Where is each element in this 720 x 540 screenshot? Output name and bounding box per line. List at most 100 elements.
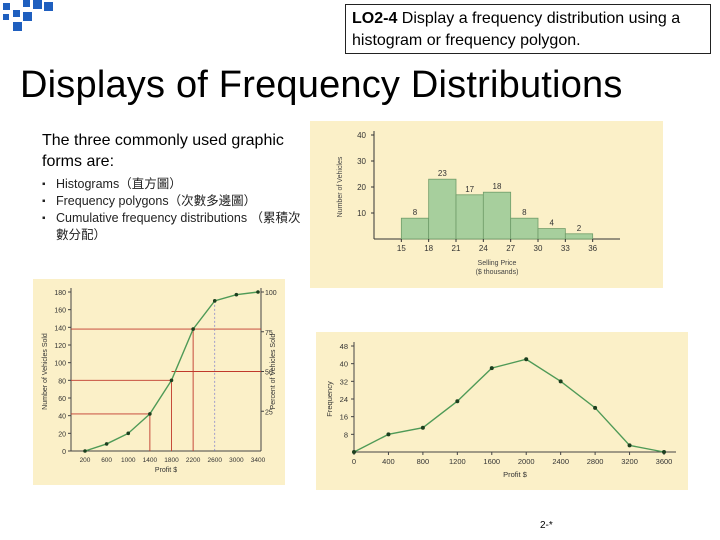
lo-code: LO2-4: [352, 10, 398, 27]
histogram-data-label: 8: [522, 208, 527, 217]
histogram-x-label-line2: ($ thousands): [476, 269, 519, 276]
histogram-data-label: 8: [413, 208, 418, 217]
ogive-x-tick-label: 1000: [121, 457, 136, 464]
polygon-x-tick-label: 400: [382, 457, 395, 466]
polygon-x-tick-label: 3200: [621, 457, 638, 466]
bullet-list: Histograms（直方圖） Frequency polygons（次數多邊圖…: [42, 176, 312, 244]
ogive-y-tick-label: 40: [58, 414, 66, 421]
ogive-y2-tick-label: 75: [265, 330, 273, 337]
polygon-point: [420, 425, 425, 430]
histogram-x-tick-label: 36: [588, 244, 597, 253]
ogive-y2-label: Percent of Vehicles Sold: [270, 333, 277, 409]
polygon-point: [558, 379, 563, 384]
histogram-x-tick-label: 18: [424, 244, 433, 253]
histogram-bar: [564, 233, 594, 240]
polygon-panel: 8 16 24 32 40 48 0 400 800 1200 1600 2000 2400 2800 32…: [316, 332, 688, 490]
polygon-x-tick-label: 800: [417, 457, 430, 466]
histogram-y-tick-label: 20: [357, 183, 366, 192]
polygon-x-tick-label: 2400: [552, 457, 569, 466]
lo-text: Display a frequency distribution using a…: [352, 10, 681, 49]
slide-title: Displays of Frequency Distributions: [20, 64, 623, 106]
histogram-panel: 10 20 30 40 8 23 17 18 8 4 2 15 18 21 24 27 30 33 36 Sellin…: [310, 121, 663, 288]
ogive-y-tick-label: 100: [54, 361, 66, 368]
learning-objective-box: LO2-4 Display a frequency distribution u…: [345, 4, 711, 54]
histogram-bar: [455, 194, 484, 240]
frequency-polygon-chart: 8 16 24 32 40 48 0 400 800 1200 1600 2000 2400 2800 32…: [325, 342, 676, 479]
histogram-bar: [482, 191, 512, 240]
polygon-y-label: Frequency: [325, 381, 334, 417]
ogive-y-tick-label: 120: [54, 343, 66, 350]
histogram-x-tick-label: 24: [479, 244, 488, 253]
histogram-data-label: 2: [577, 224, 582, 233]
histogram-bar: [510, 217, 539, 240]
ogive-y-tick-label: 180: [54, 290, 66, 297]
polygon-y-tick-label: 40: [340, 360, 348, 369]
polygon-y-tick-label: 32: [340, 377, 348, 386]
ogive-x-tick-label: 1400: [143, 457, 158, 464]
ogive-x-tick-label: 3000: [229, 457, 244, 464]
histogram-bar: [428, 178, 457, 240]
ogive-x-tick-label: 200: [80, 457, 91, 464]
polygon-x-tick-label: 2800: [587, 457, 604, 466]
ogive-x-label: Profit $: [155, 467, 177, 474]
ogive-y-tick-label: 140: [54, 325, 66, 332]
histogram-chart: 10 20 30 40 8 23 17 18 8 4 2 15 18 21 24 27 30 33 36 Sellin…: [337, 131, 620, 276]
histogram-data-label: 23: [438, 169, 447, 178]
ogive-x-tick-label: 600: [101, 457, 112, 464]
polygon-y-tick-label: 24: [340, 395, 348, 404]
ogive-point: [191, 327, 195, 331]
histogram-y-label: Number of Vehicles: [337, 156, 344, 217]
polygon-x-tick-label: 1200: [449, 457, 466, 466]
polygon-point: [593, 405, 598, 410]
ogive-point: [169, 378, 174, 383]
histogram-bar: [400, 217, 430, 240]
polygon-x-label: Profit $: [503, 470, 528, 479]
ogive-x-tick-label: 3400: [251, 457, 266, 464]
ogive-point: [212, 299, 217, 303]
ogive-x-tick-label: 2600: [208, 457, 223, 464]
ogive-y-label: Number of Vehicles Sold: [42, 333, 49, 410]
ogive-y2-tick-label: 25: [265, 409, 273, 416]
histogram-x-tick-label: 33: [561, 244, 570, 253]
ogive-point: [256, 290, 260, 294]
ogive-point: [234, 292, 239, 297]
polygon-x-tick-label: 1600: [483, 457, 500, 466]
polygon-point: [524, 357, 529, 362]
bullet-cumulative: Cumulative frequency distributions （累積次數…: [42, 210, 312, 244]
ogive-y-tick-label: 80: [58, 378, 66, 385]
histogram-data-label: 17: [465, 185, 474, 194]
ogive-y2-tick-label: 50: [265, 370, 273, 377]
polygon-point: [352, 450, 356, 454]
ogive-y2-tick-label: 100: [265, 290, 277, 297]
ogive-point: [104, 442, 109, 446]
histogram-y-tick-label: 10: [357, 209, 366, 218]
polygon-line: [353, 358, 665, 453]
polygon-y-tick-label: 48: [340, 342, 348, 351]
ogive-y-tick-label: 20: [58, 431, 66, 438]
ogive-x-tick-label: 1800: [164, 457, 179, 464]
ogive-point: [148, 412, 152, 416]
ogive-point: [83, 449, 87, 453]
ogive-y-tick-label: 60: [58, 396, 66, 403]
page-number: 2-*: [540, 520, 553, 531]
polygon-point: [455, 399, 460, 404]
polygon-x-tick-label: 3600: [656, 457, 673, 466]
polygon-point: [489, 366, 494, 371]
intro-text: The three commonly used graphic forms ar…: [42, 132, 284, 170]
ogive-panel: 0 20 40 60 80 100 120 140 160 180 25 50 75 100 200 600 1…: [33, 279, 285, 485]
histogram-y-tick-label: 40: [357, 131, 366, 140]
logo-icon: [3, 0, 53, 31]
ogive-y-tick-label: 0: [62, 449, 66, 456]
histogram-data-label: 4: [549, 219, 554, 228]
ogive-y-tick-label: 160: [54, 308, 66, 315]
ogive-point: [126, 431, 131, 436]
bullet-histograms: Histograms（直方圖）: [42, 176, 312, 193]
histogram-x-tick-label: 27: [506, 244, 515, 253]
polygon-x-tick-label: 0: [352, 457, 356, 466]
histogram-x-tick-label: 30: [534, 244, 543, 253]
histogram-x-label-line1: Selling Price: [478, 260, 517, 267]
histogram-x-tick-label: 15: [397, 244, 406, 253]
histogram-x-tick-label: 21: [452, 244, 461, 253]
histogram-data-label: 18: [493, 182, 502, 191]
polygon-point: [386, 432, 391, 437]
